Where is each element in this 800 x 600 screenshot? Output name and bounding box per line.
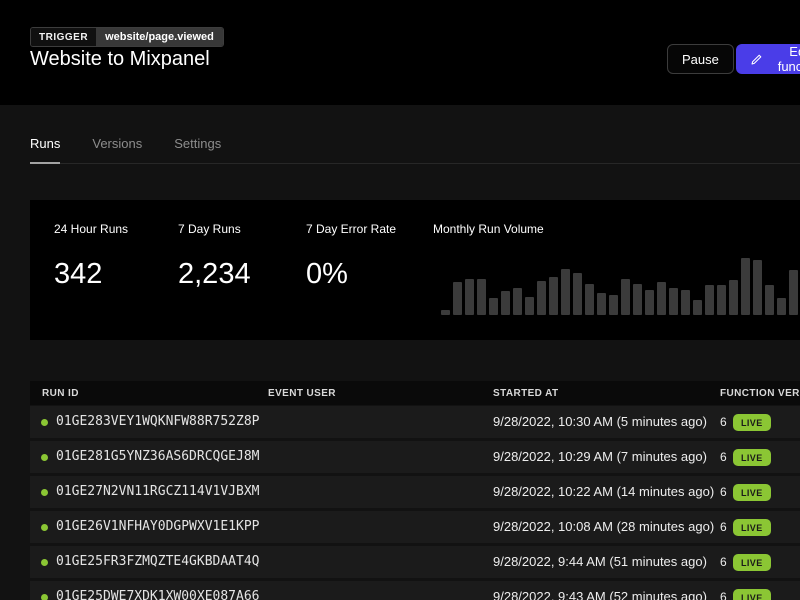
- chart-title: Monthly Run Volume: [433, 222, 544, 236]
- started-at: 9/28/2022, 10:08 AM (28 minutes ago): [493, 519, 715, 534]
- column-header-run-id: RUN ID: [42, 388, 79, 399]
- tab-settings[interactable]: Settings: [174, 136, 222, 151]
- stat-7-day-runs: 7 Day Runs 2,234: [178, 222, 251, 290]
- live-status-badge: LIVE: [733, 589, 771, 600]
- chart-bar: [681, 290, 690, 315]
- column-header-event-user: EVENT USER: [268, 388, 336, 399]
- table-row[interactable]: 01GE25DWE7XDK1XW00XE087A66 9/28/2022, 9:4…: [30, 581, 800, 600]
- function-version: 6: [720, 415, 727, 429]
- run-id: 01GE281G5YNZ36AS6DRCQGEJ8M: [56, 449, 260, 464]
- chart-bar: [633, 284, 642, 315]
- run-id: 01GE283VEY1WQKNFW88R752Z8P: [56, 414, 260, 429]
- tab-runs[interactable]: Runs: [30, 136, 61, 164]
- stat-label: 24 Hour Runs: [54, 222, 129, 236]
- run-id: 01GE27N2VN11RGCZ114V1VJBXM: [56, 484, 260, 499]
- status-dot-icon: [41, 524, 48, 531]
- chart-bar: [669, 288, 678, 315]
- chart-bar: [465, 279, 474, 315]
- live-status-badge: LIVE: [733, 484, 771, 501]
- stat-value: 342: [54, 258, 103, 290]
- chart-bar: [777, 298, 786, 315]
- stat-24-hour-runs: 24 Hour Runs 342: [54, 222, 129, 290]
- status-dot-icon: [41, 559, 48, 566]
- started-at: 9/28/2022, 9:44 AM (51 minutes ago): [493, 554, 707, 569]
- trigger-type-label: TRIGGER: [31, 28, 97, 46]
- tab-versions[interactable]: Versions: [92, 136, 143, 151]
- table-row[interactable]: 01GE27N2VN11RGCZ114V1VJBXM 9/28/2022, 10:…: [30, 476, 800, 508]
- chart-bar: [525, 297, 534, 315]
- pencil-icon: [751, 54, 762, 64]
- function-version: 6: [720, 450, 727, 464]
- chart-bar: [477, 279, 486, 315]
- chart-bar: [489, 298, 498, 315]
- started-at: 9/28/2022, 10:30 AM (5 minutes ago): [493, 414, 707, 429]
- edit-function-label: Edit function: [777, 44, 800, 74]
- started-at: 9/28/2022, 9:43 AM (52 minutes ago): [493, 589, 707, 600]
- monthly-run-volume-chart: [441, 255, 800, 315]
- chart-bar: [717, 285, 726, 315]
- chart-bar: [537, 281, 546, 315]
- page-title: Website to Mixpanel: [30, 48, 210, 70]
- stat-value: 2,234: [178, 258, 251, 290]
- chart-bar: [549, 277, 558, 315]
- chart-bar: [441, 310, 450, 315]
- chart-bar: [597, 293, 606, 315]
- runs-table-header: RUN ID EVENT USER STARTED AT FUNCTION VERSI…: [30, 381, 800, 405]
- stat-label: 7 Day Error Rate: [306, 222, 397, 236]
- started-at: 9/28/2022, 10:22 AM (14 minutes ago): [493, 484, 715, 499]
- column-header-started-at: STARTED AT: [493, 388, 559, 399]
- chart-bar: [609, 295, 618, 315]
- function-version: 6: [720, 555, 727, 569]
- chart-bar: [621, 279, 630, 315]
- chart-bar: [765, 285, 774, 315]
- pause-button[interactable]: Pause: [667, 44, 734, 74]
- stat-value: 0%: [306, 258, 348, 290]
- chart-bar: [753, 260, 762, 315]
- chart-bar: [741, 258, 750, 315]
- chart-bar: [573, 273, 582, 315]
- function-version: 6: [720, 520, 727, 534]
- chart-bar: [789, 270, 798, 315]
- run-id: 01GE25FR3FZMQZTE4GKBDAAT4Q: [56, 554, 260, 569]
- stats-card: 24 Hour Runs 342 7 Day Runs 2,234 7 Day …: [30, 200, 800, 340]
- chart-bar: [705, 285, 714, 315]
- chart-bar: [501, 291, 510, 315]
- page-header: TRIGGER website/page.viewed Website to M…: [0, 0, 800, 105]
- table-row[interactable]: 01GE283VEY1WQKNFW88R752Z8P 9/28/2022, 10:…: [30, 406, 800, 438]
- chart-bar: [561, 269, 570, 315]
- column-header-function-version: FUNCTION VERSION: [720, 388, 800, 399]
- chart-bar: [645, 290, 654, 315]
- run-id: 01GE25DWE7XDK1XW00XE087A66: [56, 589, 260, 600]
- chart-bar: [585, 284, 594, 315]
- table-row[interactable]: 01GE281G5YNZ36AS6DRCQGEJ8M 9/28/2022, 10:…: [30, 441, 800, 473]
- trigger-badge: TRIGGER website/page.viewed: [30, 27, 224, 47]
- live-status-badge: LIVE: [733, 554, 771, 571]
- table-row[interactable]: 01GE26V1NFHAY0DGPWXV1E1KPP 9/28/2022, 10:…: [30, 511, 800, 543]
- status-dot-icon: [41, 419, 48, 426]
- stat-7-day-error-rate: 7 Day Error Rate 0%: [306, 222, 397, 290]
- function-version: 6: [720, 485, 727, 499]
- edit-function-button[interactable]: Edit function: [736, 44, 800, 74]
- run-id: 01GE26V1NFHAY0DGPWXV1E1KPP: [56, 519, 260, 534]
- chart-bar: [657, 282, 666, 315]
- table-row[interactable]: 01GE25FR3FZMQZTE4GKBDAAT4Q 9/28/2022, 9:4…: [30, 546, 800, 578]
- tab-bar: Runs Versions Settings: [30, 136, 800, 164]
- function-version: 6: [720, 590, 727, 600]
- live-status-badge: LIVE: [733, 414, 771, 431]
- runs-table: 01GE283VEY1WQKNFW88R752Z8P 9/28/2022, 10:…: [30, 406, 800, 600]
- trigger-event-name: website/page.viewed: [96, 28, 223, 46]
- live-status-badge: LIVE: [733, 519, 771, 536]
- status-dot-icon: [41, 489, 48, 496]
- chart-bar: [513, 288, 522, 315]
- stat-label: 7 Day Runs: [178, 222, 241, 236]
- chart-bar: [693, 300, 702, 315]
- live-status-badge: LIVE: [733, 449, 771, 466]
- status-dot-icon: [41, 454, 48, 461]
- status-dot-icon: [41, 594, 48, 600]
- chart-bar: [729, 280, 738, 315]
- started-at: 9/28/2022, 10:29 AM (7 minutes ago): [493, 449, 707, 464]
- chart-bar: [453, 282, 462, 315]
